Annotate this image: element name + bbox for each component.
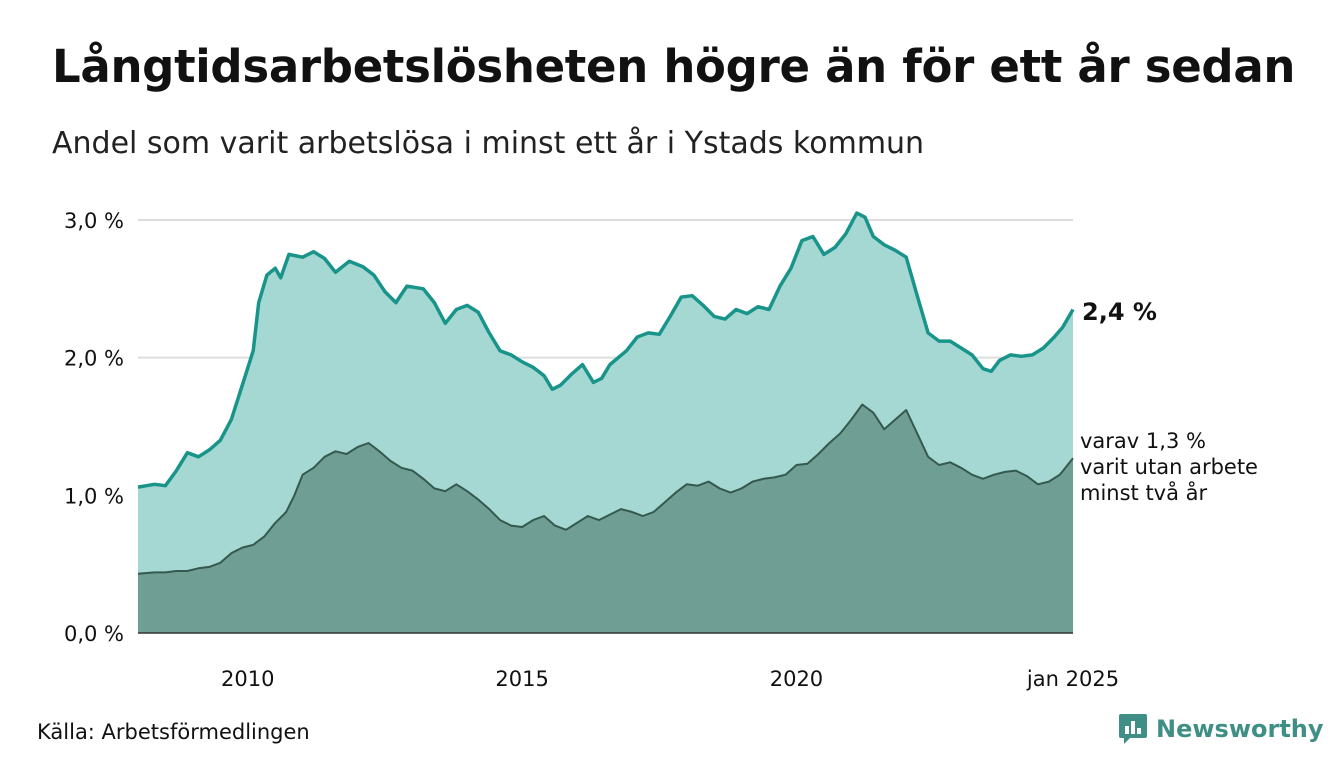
line-total-series (137, 211, 1075, 489)
brand-logo[interactable]: Newsworthy (1118, 712, 1324, 746)
chart-subtitle: Andel som varit arbetslösa i minst ett å… (52, 126, 925, 161)
chart-title: Långtidsarbetslösheten högre än för ett … (52, 40, 1296, 93)
area-long-term-fill (138, 404, 1073, 633)
y-tick-label: 2,0 % (64, 347, 124, 371)
end-value-label: 2,4 % (1082, 298, 1157, 326)
y-tick-label: 3,0 % (64, 209, 124, 233)
x-axis-ticks: 2010 2015 2020 jan 2025 (221, 667, 1119, 691)
annotation-line-2: varit utan arbete (1080, 455, 1258, 479)
x-tick-label: 2015 (495, 667, 548, 691)
x-tick-label: jan 2025 (1026, 667, 1119, 691)
brand-name: Newsworthy (1156, 715, 1324, 743)
annotation-line-1: varav 1,3 % (1080, 429, 1206, 453)
annotation-line-3: minst två år (1080, 480, 1208, 505)
x-tick-label: 2010 (221, 667, 274, 691)
y-axis-ticks: 0,0 % 1,0 % 2,0 % 3,0 % (64, 209, 124, 646)
line-long-term-series (137, 403, 1074, 575)
newsworthy-logo-icon (1119, 714, 1147, 744)
y-tick-label: 1,0 % (64, 484, 124, 508)
x-tick-label: 2020 (770, 667, 823, 691)
source-note: Källa: Arbetsförmedlingen (37, 720, 310, 744)
y-tick-label: 0,0 % (64, 622, 124, 646)
